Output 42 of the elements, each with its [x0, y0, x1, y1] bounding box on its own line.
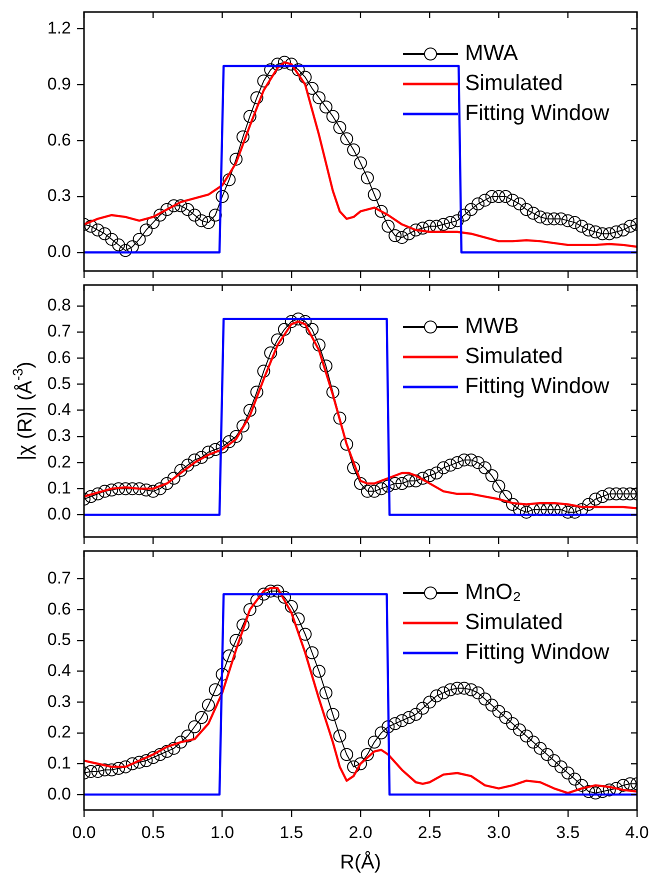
x-tick-label: 3.5 [556, 822, 580, 842]
y-tick-label: 0.5 [47, 374, 71, 393]
y-tick-label: 0.0 [47, 504, 71, 524]
legend-label: Fitting Window [465, 100, 610, 126]
legend-label: Fitting Window [465, 639, 610, 664]
y-tick-label: 0.2 [47, 452, 71, 472]
x-tick-label: 1.5 [280, 822, 304, 842]
y-tick-label: 0.1 [47, 478, 71, 498]
y-tick-label: 0.3 [47, 426, 71, 446]
legend-label: MWA [465, 40, 518, 66]
y-tick-label: 0.0 [47, 784, 71, 804]
legend-label: Simulated [465, 609, 563, 634]
y-tick-label: 0.7 [47, 568, 71, 588]
y-tick-label: 0.9 [47, 74, 71, 94]
y-tick-label: 0.4 [47, 660, 71, 680]
legend-label: Simulated [465, 70, 563, 96]
y-tick-label: 0.6 [47, 130, 71, 150]
legend-label: MnO₂ [465, 579, 522, 604]
x-tick-label: 2.5 [418, 822, 442, 842]
y-axis-title: |χ (R)| (Å-3) [9, 362, 37, 460]
y-tick-label: 1.2 [47, 18, 71, 38]
y-tick-label: 0.8 [47, 296, 71, 315]
y-tick-label: 0.7 [47, 322, 71, 341]
legend-label: Simulated [465, 343, 563, 368]
y-tick-label: 0.5 [47, 630, 71, 650]
y-tick-label: 0.0 [47, 242, 71, 262]
x-tick-label: 4.0 [625, 822, 649, 842]
x-axis-title: R(Å) [340, 850, 382, 874]
x-tick-label: 2.0 [348, 822, 372, 842]
y-tick-label: 0.3 [47, 692, 71, 711]
y-tick-label: 0.1 [47, 753, 71, 772]
legend-label: Fitting Window [465, 373, 610, 398]
y-tick-label: 0.3 [47, 186, 71, 206]
y-tick-label: 0.4 [47, 400, 71, 420]
y-tick-label: 0.2 [47, 722, 71, 742]
x-tick-label: 1.0 [210, 822, 234, 842]
x-tick-label: 0.0 [72, 822, 96, 842]
y-tick-label: 0.6 [47, 348, 71, 367]
y-tick-label: 0.6 [47, 599, 71, 618]
x-tick-label: 3.0 [486, 822, 511, 842]
x-tick-label: 0.5 [141, 822, 165, 842]
legend-label: MWB [465, 313, 519, 338]
